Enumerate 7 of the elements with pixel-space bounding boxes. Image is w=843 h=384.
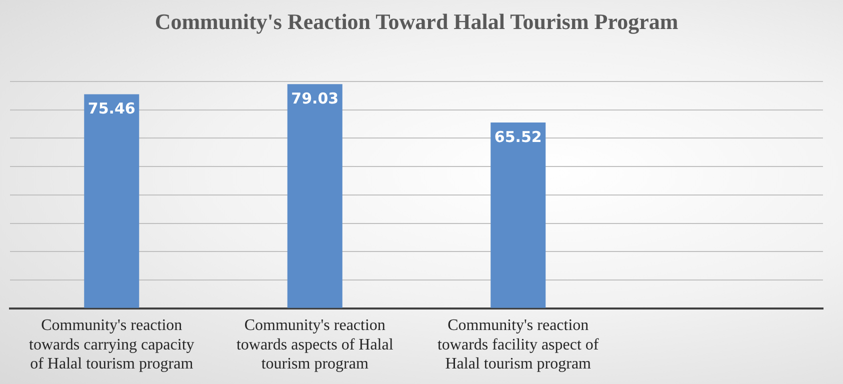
chart-title: Community's Reaction Toward Halal Tourism Program bbox=[154, 8, 678, 34]
data-label: 75.46 bbox=[88, 100, 136, 118]
x-tick-label: Community's reaction towards aspects of Halal tourism program bbox=[236, 317, 394, 373]
data-label: 79.03 bbox=[291, 90, 339, 108]
x-tick-label: Community's reaction towards facility aspect of Halal tourism program bbox=[437, 317, 600, 373]
x-tick-label: Community's reaction towards carrying capacity of Halal tourism program bbox=[28, 317, 194, 373]
data-label: 65.52 bbox=[494, 128, 542, 146]
